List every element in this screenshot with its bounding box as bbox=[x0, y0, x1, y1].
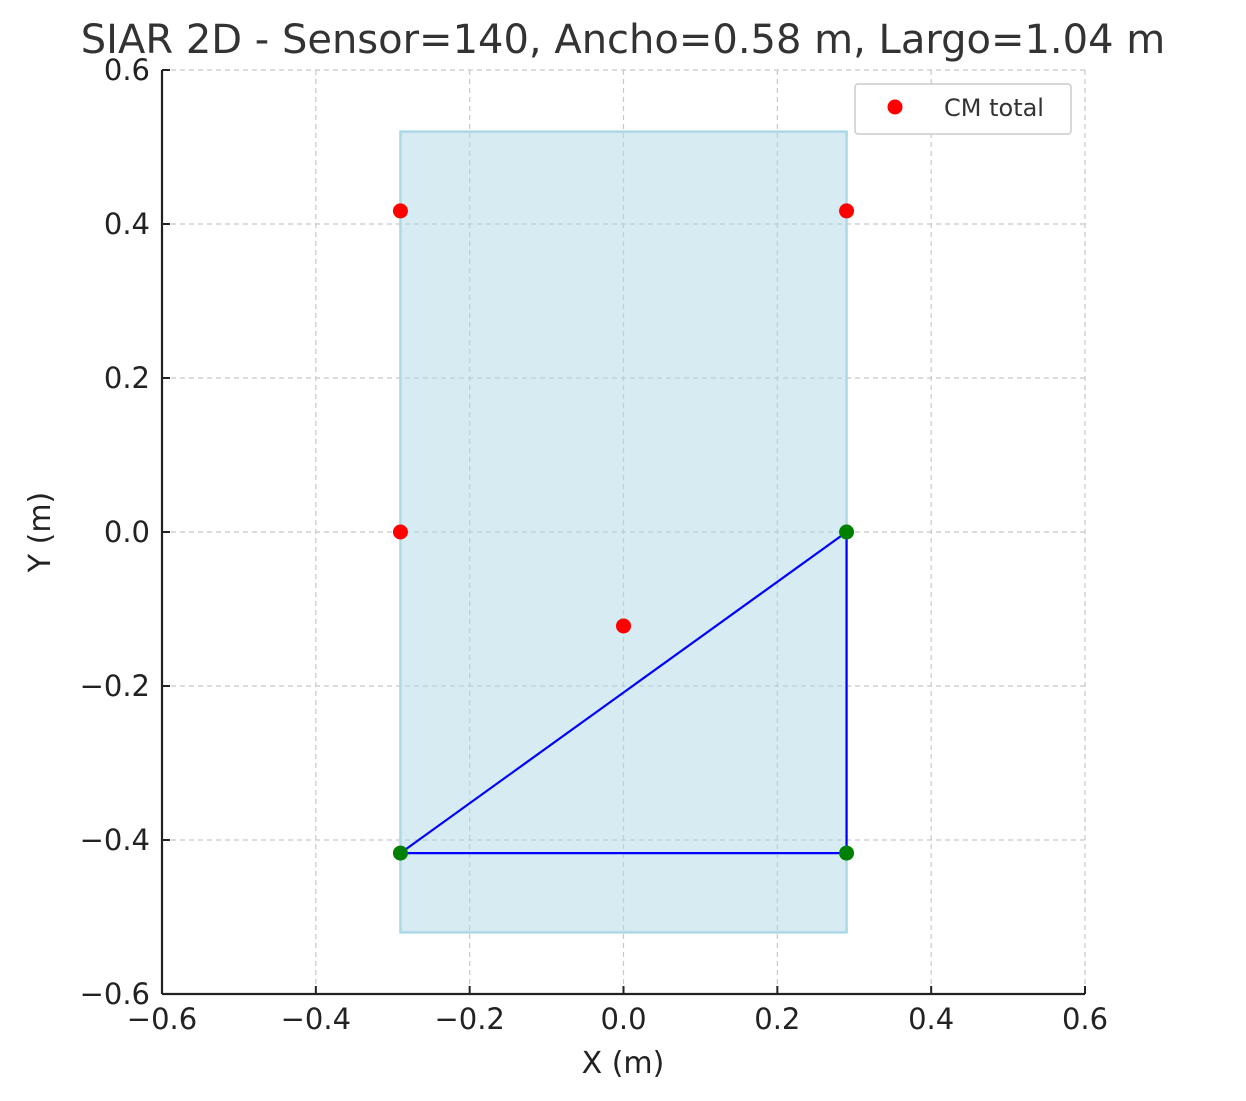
chart-title: SIAR 2D - Sensor=140, Ancho=0.58 m, Larg… bbox=[81, 17, 1165, 63]
footprint-rectangle bbox=[399, 130, 848, 934]
x-tick-label-0_6: 0.6 bbox=[1062, 1002, 1108, 1036]
x-tick-label-neg0_6: −0.6 bbox=[127, 1002, 197, 1036]
x-tick-label-0_4: 0.4 bbox=[908, 1002, 954, 1036]
y-axis-label: Y (m) bbox=[23, 492, 58, 574]
red-point-2 bbox=[392, 524, 408, 540]
green-point-1 bbox=[839, 524, 855, 540]
red-point-3 bbox=[616, 618, 631, 634]
x-tick-label-0_2: 0.2 bbox=[754, 1002, 800, 1036]
support-triangle-layer bbox=[399, 530, 848, 855]
y-tick-label-0_2: 0.2 bbox=[104, 361, 150, 395]
legend-label-cm-total: CM total bbox=[944, 94, 1044, 122]
y-tick-label-0: 0.0 bbox=[104, 515, 150, 549]
red-point-1 bbox=[839, 203, 855, 219]
x-axis-label: X (m) bbox=[582, 1046, 665, 1081]
green-point-0 bbox=[392, 845, 408, 861]
legend-box bbox=[854, 83, 1072, 135]
green-point-2 bbox=[839, 845, 855, 861]
ticks: −0.6 −0.4 −0.2 0.0 0.2 0.4 0.6 −0.6 −0.4 −0.2 0.0 0… bbox=[80, 53, 1108, 1036]
x-tick-label-neg0_2: −0.2 bbox=[434, 1002, 504, 1036]
y-tick-label-neg0_4: −0.4 bbox=[80, 823, 150, 857]
y-tick-label-neg0_2: −0.2 bbox=[80, 669, 150, 703]
x-tick-label-neg0_4: −0.4 bbox=[281, 1002, 351, 1036]
legend-marker-cm-total bbox=[887, 99, 903, 115]
y-tick-label-0_4: 0.4 bbox=[104, 207, 150, 241]
points-layer bbox=[392, 203, 855, 861]
y-tick-label-0_6: 0.6 bbox=[104, 53, 150, 87]
legend: CM total bbox=[854, 83, 1072, 135]
footprint-layer bbox=[399, 130, 848, 934]
red-point-0 bbox=[392, 203, 408, 219]
support-triangle bbox=[399, 530, 848, 855]
x-tick-label-0: 0.0 bbox=[600, 1002, 646, 1036]
y-tick-label-neg0_6: −0.6 bbox=[80, 977, 150, 1011]
